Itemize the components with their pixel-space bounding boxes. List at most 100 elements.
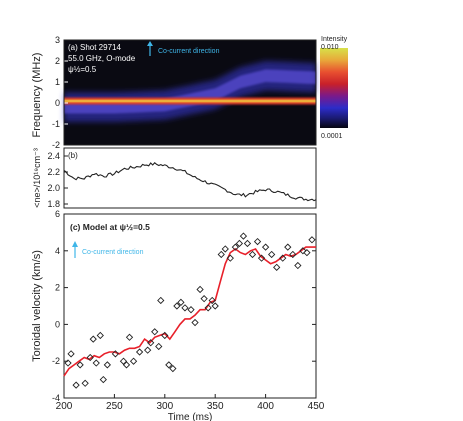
spectrogram-ytick-label: 2: [55, 56, 60, 66]
velocity-ylabel: Toroidal velocity (km/s): [31, 250, 43, 362]
spectrogram-ytick-label: -2: [52, 140, 60, 150]
measurement-point: [92, 359, 100, 367]
measurement-point: [99, 375, 107, 384]
measurement-point: [161, 331, 169, 340]
measurement-point: [144, 346, 152, 354]
measurement-point: [217, 250, 225, 259]
measurement-point: [284, 243, 292, 251]
measurement-point: [273, 263, 281, 271]
measurement-point: [173, 302, 181, 310]
measurement-point: [81, 379, 89, 387]
measurement-point: [89, 335, 97, 343]
velocity-ytick-label: -4: [52, 393, 60, 403]
model-series-line: [63, 246, 316, 377]
spectrogram-annotation-line3: ψ½=0.5: [68, 65, 97, 74]
velocity-xtick-label: 200: [56, 401, 73, 412]
measurement-point: [135, 348, 144, 356]
colorbar-max-label: 0.010: [321, 44, 339, 51]
density-series-line: [63, 162, 317, 202]
measurement-point: [76, 361, 84, 369]
colorbar-min-label: 0.0001: [321, 133, 343, 140]
measurement-point: [243, 239, 252, 248]
spectrogram-ytick-label: 3: [55, 35, 60, 45]
velocity-frame: [63, 213, 317, 399]
measurement-point: [165, 361, 173, 369]
measurement-point: [239, 232, 248, 240]
measurement-point: [221, 245, 229, 253]
measurement-point: [226, 254, 234, 262]
measurement-point: [96, 331, 104, 340]
measurement-point: [125, 333, 134, 341]
measurement-point: [248, 250, 257, 259]
velocity-xtick-label: 400: [257, 401, 274, 412]
density-ytick-label: 2.0: [47, 183, 60, 193]
measurement-point: [200, 295, 208, 303]
spectrogram-annotation: (a) Shot 29714: [68, 43, 121, 52]
density-ytick-label: 2.4: [47, 151, 60, 161]
measurement-point: [303, 249, 311, 257]
colorbar: [320, 48, 348, 128]
measurement-point: [268, 250, 276, 259]
measurement-point: [72, 381, 80, 389]
measurement-point: [187, 306, 195, 314]
measurement-point: [235, 239, 244, 248]
density-frame: [63, 147, 317, 209]
measurement-point: [147, 339, 155, 347]
measurement-point: [122, 361, 131, 369]
spectrogram-ytick-label: -1: [52, 119, 60, 129]
measurement-point: [294, 261, 302, 270]
measurement-point: [308, 236, 316, 244]
measurement-point: [86, 353, 94, 362]
spectrogram-ytick-label: 0: [55, 98, 60, 108]
measurement-point: [191, 318, 199, 327]
measurement-point: [211, 302, 219, 310]
velocity-ytick-label: -2: [52, 356, 60, 366]
co-current-arrow-icon: [147, 41, 153, 56]
measurement-point: [208, 296, 216, 305]
measurement-point: [196, 285, 204, 294]
measurement-point: [177, 298, 185, 306]
spectrogram-arrow-label: Co-current direction: [158, 48, 220, 55]
measurement-point: [129, 357, 138, 365]
density-ytick-label: 1.8: [47, 199, 60, 209]
measurement-point: [155, 342, 163, 351]
measurement-point: [299, 247, 307, 255]
velocity-ytick-label: 4: [55, 246, 60, 256]
measurement-point: [279, 254, 287, 262]
spectrogram-frame: [63, 39, 317, 146]
measurement-point: [231, 243, 239, 251]
measurement-point: [181, 304, 189, 312]
velocity-xtick-label: 250: [106, 401, 123, 412]
measurement-point: [204, 304, 212, 312]
spectrogram-ylabel: Frequency (MHz): [31, 53, 43, 138]
measurement-point: [151, 328, 159, 336]
measurement-point: [67, 350, 75, 358]
measurement-point: [64, 359, 72, 367]
velocity-xtick-label: 300: [156, 401, 173, 412]
velocity-ytick-label: 2: [55, 283, 60, 293]
measurement-point: [257, 254, 266, 262]
measurement-point: [261, 243, 270, 251]
measurement-point: [103, 361, 111, 369]
velocity-xtick-label: 450: [308, 401, 325, 412]
colorbar-title: Intensity: [321, 36, 348, 43]
velocity-ytick-label: 0: [55, 319, 60, 329]
velocity-annotation: (c) Model at ψ½=0.5: [70, 222, 150, 232]
velocity-arrow-label: Co-current direction: [82, 249, 144, 256]
velocity-ytick-label: 6: [55, 209, 60, 219]
spectrogram-annotation-line2: 55.0 GHz, O-mode: [68, 54, 136, 63]
measurement-point: [289, 250, 297, 259]
measurement-point: [169, 364, 177, 373]
spectrogram-zero-line: [64, 96, 316, 106]
measurement-point: [157, 296, 165, 305]
density-ytick-label: 2.2: [47, 167, 60, 177]
spectrogram-ytick-label: 1: [55, 77, 60, 87]
velocity-xlabel: Time (ms): [168, 412, 213, 421]
density-panel: 2.4 2.2 2.0 1.8 (b) <ne>/10¹⁹cm⁻³: [32, 147, 317, 209]
measurement-point: [253, 237, 262, 246]
measurement-point: [119, 357, 128, 365]
density-ylabel: <ne>/10¹⁹cm⁻³: [32, 148, 42, 208]
